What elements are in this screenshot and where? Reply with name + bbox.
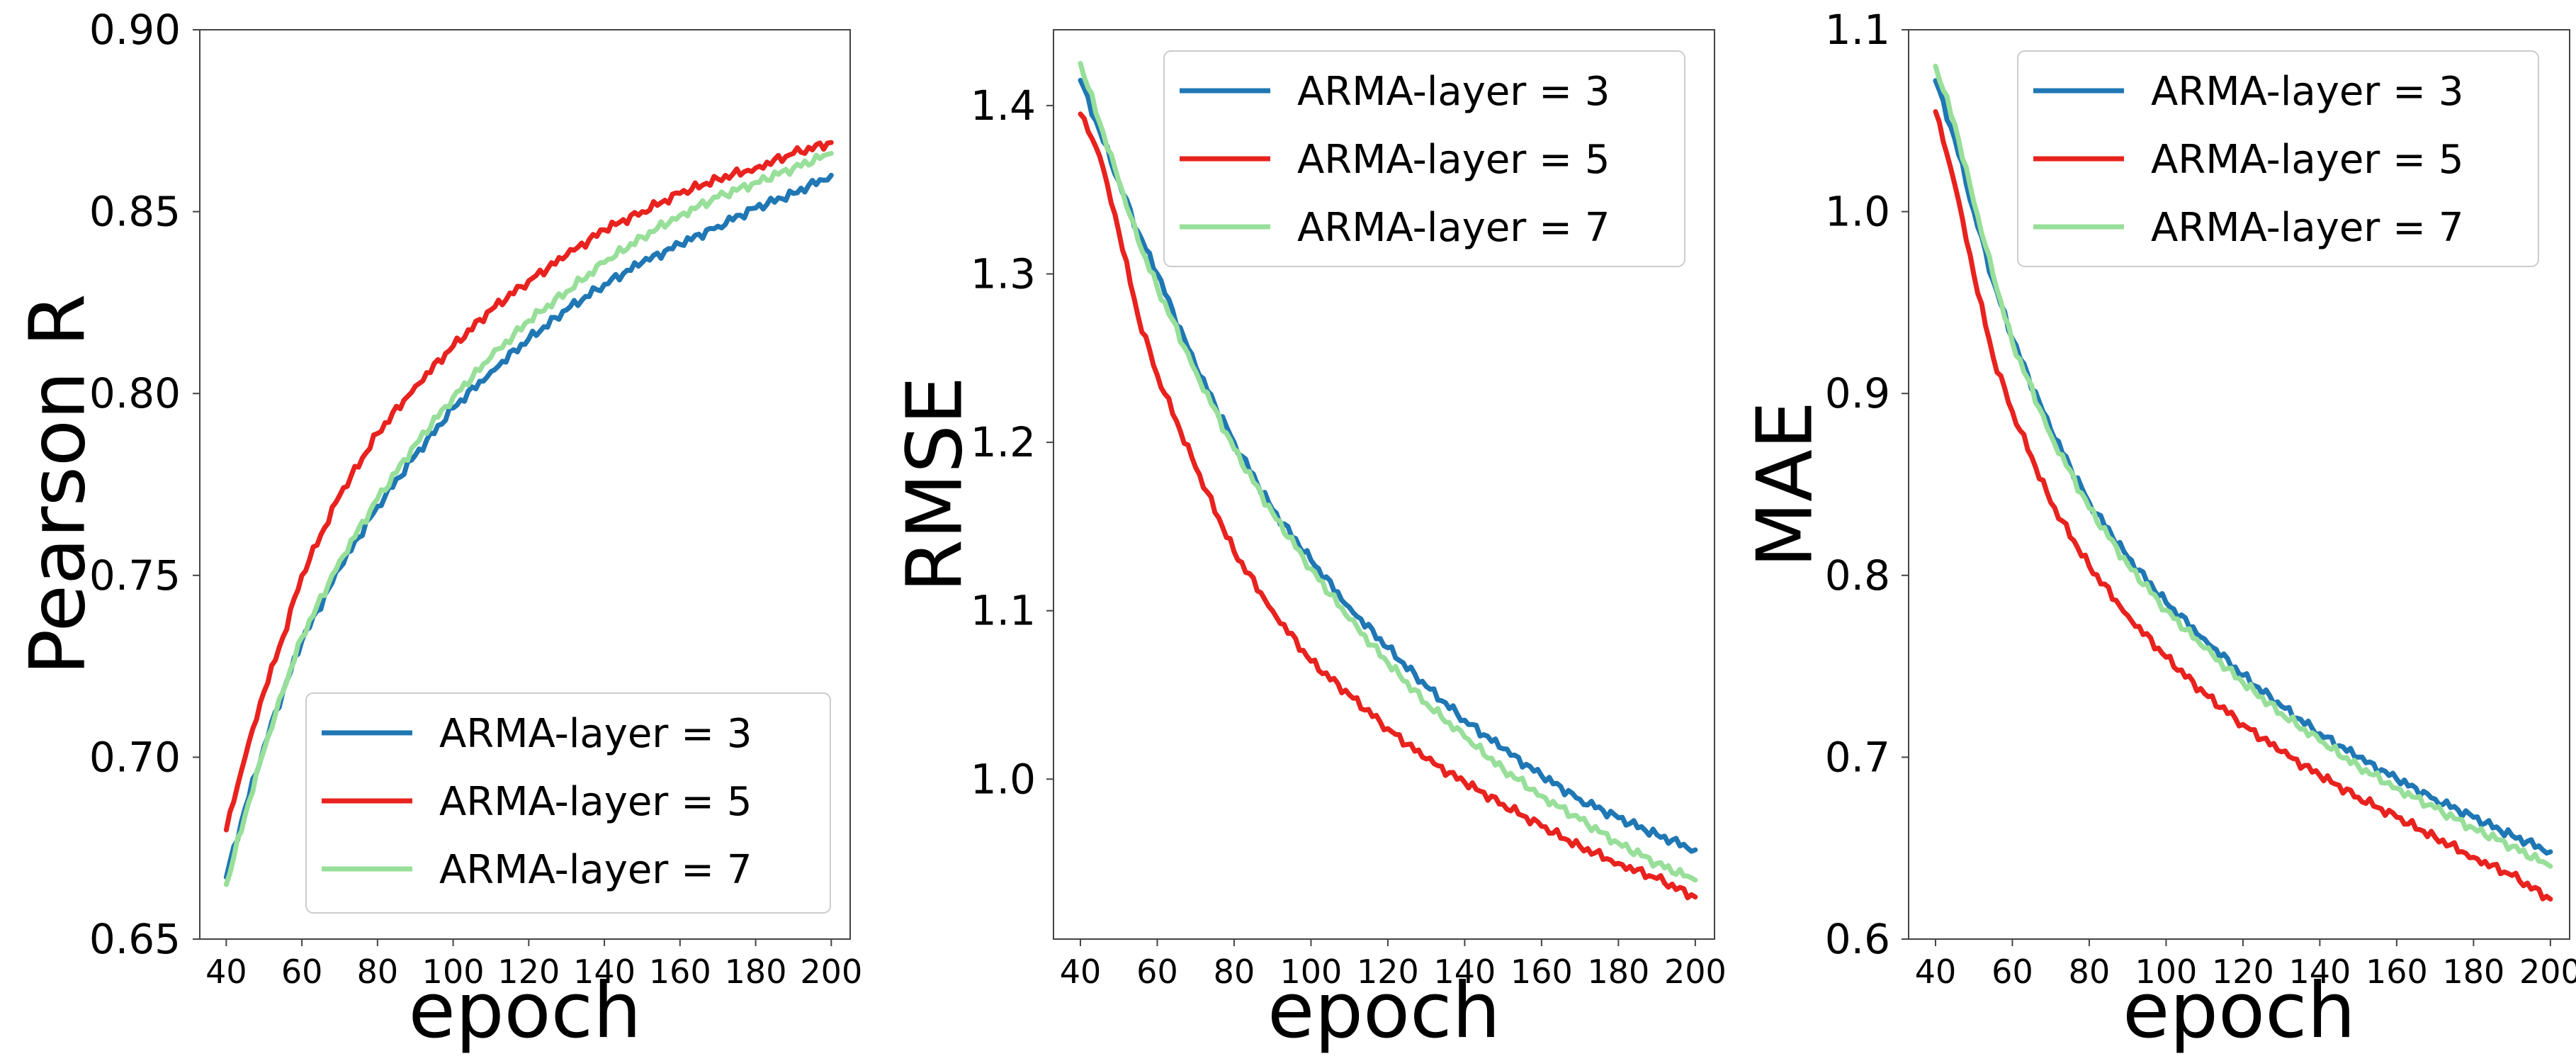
y-tick-label: 0.85 [89,188,181,236]
legend-label: ARMA-layer = 3 [1297,69,1610,115]
y-tick-label: 0.80 [89,369,181,417]
y-tick-label: 0.90 [89,6,181,54]
legend-label: ARMA-layer = 7 [1297,205,1610,251]
x-tick-label: 200 [800,953,862,991]
x-tick-label: 40 [205,953,247,991]
y-tick-label: 0.75 [89,551,181,600]
series-line-3 [1078,61,1698,883]
y-tick-label: 0.70 [89,733,181,781]
series-line-1 [1933,78,2553,856]
y-tick-label: 0.65 [89,915,181,963]
y-tick-label: 1.3 [971,250,1036,298]
y-tick-label: 1.1 [1825,6,1890,54]
legend-label: ARMA-layer = 7 [2151,205,2463,251]
legend-label: ARMA-layer = 7 [439,847,752,893]
series-line-2 [1933,109,2553,902]
series-line-2 [1078,111,1698,901]
series-line-2 [223,140,834,833]
x-tick-label: 180 [2442,953,2504,991]
series-line-3 [223,151,834,887]
y-tick-label: 0.7 [1825,733,1890,781]
y-axis-label: Pearson R [14,293,103,675]
y-tick-label: 1.0 [1825,188,1890,236]
y-tick-label: 0.9 [1825,369,1890,417]
legend-box [1163,50,1685,267]
x-tick-label: 140 [573,953,635,991]
y-tick-label: 0.8 [1825,551,1890,600]
x-axis-label: epoch [2123,967,2356,1055]
chart-panel-2: 40 60 80 100 120 140 160 180 200 1.0 1.1 1.2 1.3 1.4 e… [891,29,1727,1055]
x-tick-label: 180 [1587,953,1649,991]
legend-box [305,692,831,914]
x-tick-label: 100 [1280,953,1343,991]
y-tick-label: 0.6 [1825,915,1890,963]
x-axis-label: epoch [409,967,642,1055]
x-tick-label: 160 [1510,953,1573,991]
plot-frame [1053,29,1715,940]
plot-frame [1908,29,2570,940]
x-axis-label: epoch [1267,967,1501,1055]
plot-frame [199,29,851,940]
x-tick-label: 40 [1060,953,1102,991]
legend-label: ARMA-layer = 3 [2151,69,2463,115]
x-tick-label: 100 [2135,953,2198,991]
x-tick-label: 200 [1664,953,1727,991]
legend-label: ARMA-layer = 5 [439,779,752,825]
x-tick-label: 160 [649,953,711,991]
legend-box [2017,50,2539,267]
legend-label: ARMA-layer = 5 [1297,137,1610,183]
legend: ARMA-layer = 3 ARMA-layer = 5 ARMA-layer =… [2017,50,2539,267]
y-tick-label: 1.0 [971,755,1036,803]
x-tick-label: 100 [422,953,485,991]
chart-panel-1: 40 60 80 100 120 140 160 180 200 0.65 0.70 0.75 0.80… [14,6,863,1055]
x-tick-label: 120 [2212,953,2274,991]
x-tick-label: 60 [281,953,323,991]
x-tick-label: 80 [357,953,399,991]
x-tick-label: 140 [2289,953,2351,991]
y-axis-label: RMSE [891,376,980,593]
x-tick-label: 160 [2366,953,2428,991]
x-tick-label: 140 [1434,953,1496,991]
x-tick-label: 40 [1915,953,1957,991]
chart-panel-3: 40 60 80 100 120 140 160 180 200 0.6 0.7 0.8 0.9 1.0 1… [1741,6,2576,1055]
x-tick-label: 60 [1992,953,2033,991]
x-tick-label: 80 [2069,953,2111,991]
y-tick-label: 1.2 [971,418,1036,466]
legend-label: ARMA-layer = 3 [439,711,752,757]
x-tick-label: 180 [725,953,787,991]
y-tick-label: 1.4 [971,82,1036,130]
x-tick-label: 80 [1214,953,1255,991]
y-axis-label: MAE [1741,401,1830,568]
legend: ARMA-layer = 3 ARMA-layer = 5 ARMA-layer =… [305,692,831,914]
legend: ARMA-layer = 3 ARMA-layer = 5 ARMA-layer =… [1163,50,1685,267]
legend-label: ARMA-layer = 5 [2151,137,2463,183]
x-tick-label: 200 [2519,953,2576,991]
series-line-3 [1933,63,2553,869]
y-tick-label: 1.1 [971,587,1036,635]
x-tick-label: 120 [1357,953,1419,991]
x-tick-label: 120 [497,953,560,991]
x-tick-label: 60 [1136,953,1178,991]
series-line-1 [1078,77,1698,854]
